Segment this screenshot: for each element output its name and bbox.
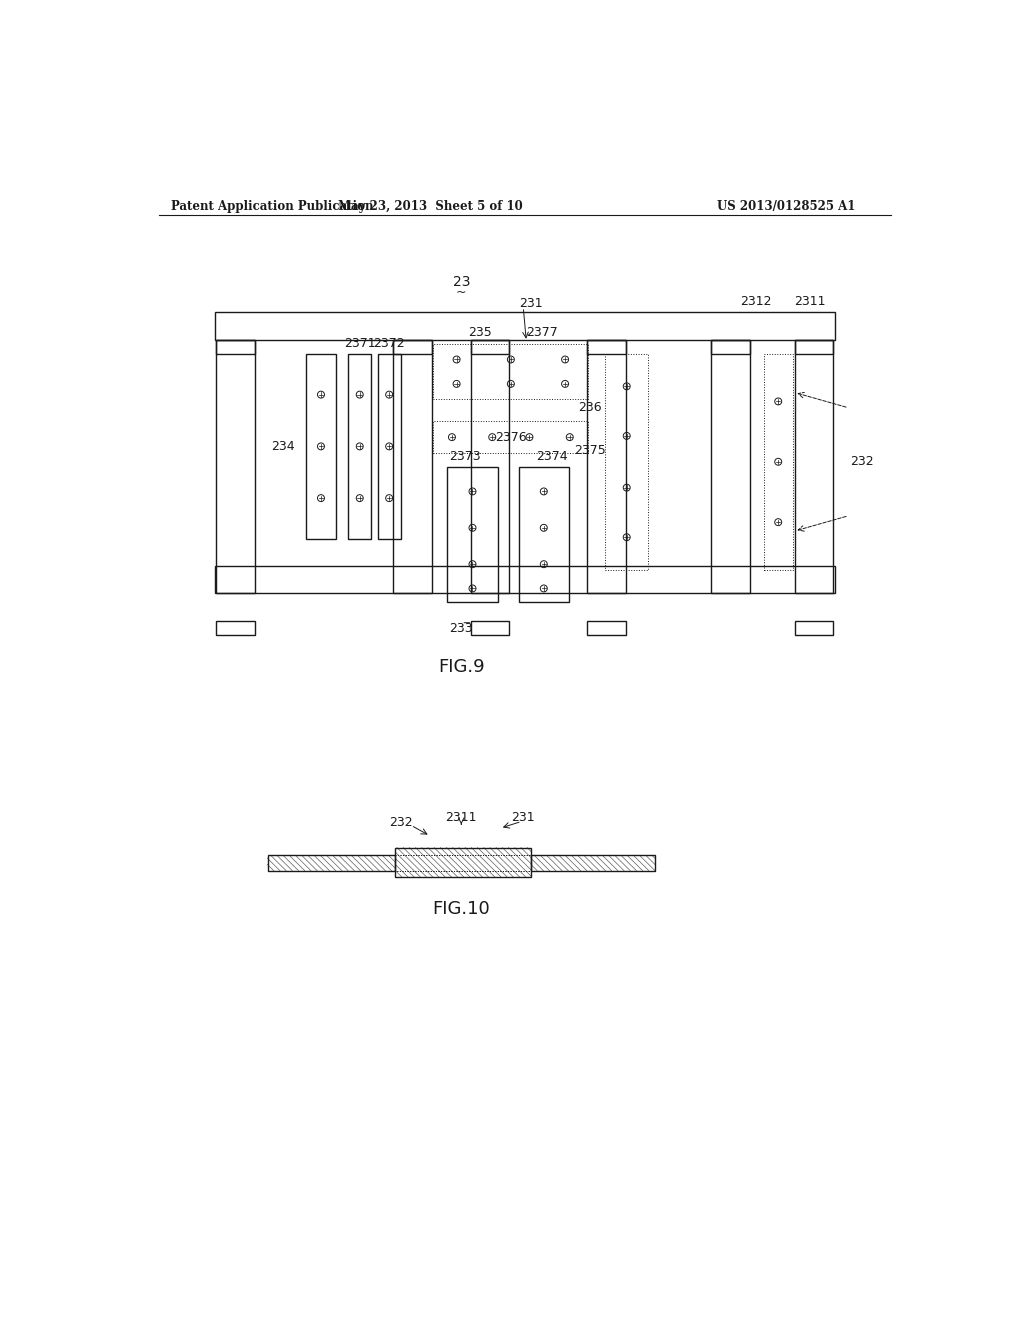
Bar — [393, 341, 432, 354]
Text: 235: 235 — [468, 326, 492, 339]
Bar — [795, 341, 834, 594]
Bar — [447, 467, 498, 602]
Bar — [587, 622, 626, 635]
Bar — [267, 855, 655, 871]
Bar — [395, 847, 531, 876]
Bar — [531, 855, 655, 871]
Text: 2371: 2371 — [344, 337, 376, 350]
Bar — [215, 566, 835, 594]
Text: 233: 233 — [450, 622, 473, 635]
Bar — [378, 354, 400, 539]
Text: May 23, 2013  Sheet 5 of 10: May 23, 2013 Sheet 5 of 10 — [338, 199, 522, 213]
Text: 2312: 2312 — [740, 296, 771, 308]
Text: US 2013/0128525 A1: US 2013/0128525 A1 — [717, 199, 855, 213]
Text: 231: 231 — [519, 297, 543, 310]
Text: 2377: 2377 — [526, 326, 558, 339]
Bar — [711, 341, 750, 594]
Text: 2375: 2375 — [574, 445, 606, 458]
Bar — [471, 622, 509, 635]
Text: 2311: 2311 — [445, 810, 477, 824]
Text: 2372: 2372 — [374, 337, 404, 350]
Text: 236: 236 — [579, 401, 602, 414]
Text: 232: 232 — [389, 816, 413, 829]
Text: 2311: 2311 — [795, 296, 826, 308]
Bar — [215, 313, 835, 341]
Text: 231: 231 — [511, 810, 536, 824]
Bar — [711, 341, 750, 354]
Text: 2374: 2374 — [536, 450, 567, 463]
Text: FIG.10: FIG.10 — [432, 900, 490, 919]
Bar — [267, 855, 395, 871]
Bar — [395, 847, 531, 876]
Text: Patent Application Publication: Patent Application Publication — [171, 199, 373, 213]
Text: ~: ~ — [456, 286, 467, 298]
Bar — [348, 354, 372, 539]
Bar — [216, 341, 255, 354]
Text: FIG.9: FIG.9 — [438, 657, 484, 676]
Bar — [433, 345, 589, 400]
Bar — [471, 341, 509, 594]
Bar — [795, 622, 834, 635]
Bar — [587, 341, 626, 594]
Bar — [433, 421, 589, 453]
Bar — [605, 354, 648, 570]
Bar — [216, 622, 255, 635]
Text: 232: 232 — [850, 455, 873, 469]
Bar — [764, 354, 793, 570]
Text: 23: 23 — [453, 275, 470, 289]
Bar — [518, 467, 569, 602]
Bar — [393, 341, 432, 594]
Bar — [306, 354, 336, 539]
Bar — [587, 341, 626, 354]
Text: 2373: 2373 — [449, 450, 480, 463]
Text: 234: 234 — [271, 440, 295, 453]
Bar — [267, 855, 655, 871]
Bar — [216, 341, 255, 594]
Bar — [471, 341, 509, 354]
Text: 2376: 2376 — [495, 430, 526, 444]
Bar — [795, 341, 834, 354]
